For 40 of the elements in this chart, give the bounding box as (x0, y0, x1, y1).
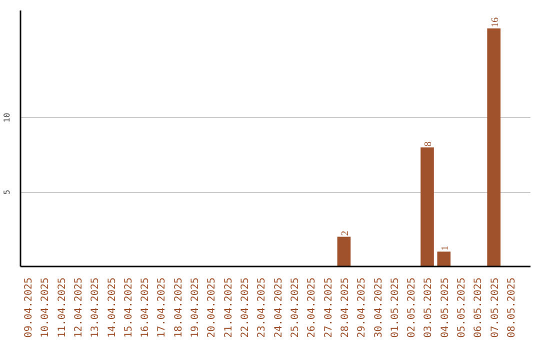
bar (437, 252, 451, 266)
x-tick-label: 01.05.2025 (390, 277, 401, 338)
x-tick-label: 08.05.2025 (506, 277, 518, 338)
x-tick-label: 03.05.2025 (423, 277, 434, 338)
bar (337, 236, 351, 266)
x-tick-label: 13.04.2025 (90, 277, 102, 338)
y-tick-label: 5 (2, 189, 12, 194)
data-label: 8 (423, 141, 434, 146)
x-tick-label: 25.04.2025 (290, 277, 301, 338)
x-tick-label: 18.04.2025 (173, 277, 184, 338)
x-tick-label: 04.05.2025 (440, 277, 451, 338)
x-tick-label: 10.04.2025 (40, 277, 52, 338)
x-tick-label: 15.04.2025 (123, 277, 134, 338)
x-tick-label: 20.04.2025 (206, 277, 218, 338)
x-tick-label: 21.04.2025 (223, 277, 234, 338)
x-tick-label: 29.04.2025 (356, 277, 368, 338)
x-tick-label: 16.04.2025 (140, 277, 152, 338)
x-tick-label: 19.04.2025 (190, 277, 202, 338)
x-tick-label: 09.04.2025 (23, 277, 34, 338)
x-tick-label: 28.04.2025 (340, 277, 351, 338)
x-tick-label: 14.04.2025 (106, 277, 118, 338)
bar (487, 28, 501, 266)
data-label: 16 (490, 17, 501, 28)
x-tick-label: 22.04.2025 (240, 277, 252, 338)
x-tick-label: 07.05.2025 (490, 277, 501, 338)
x-tick-label: 17.04.2025 (156, 277, 168, 338)
y-tick-label: 10 (2, 112, 12, 122)
x-tick-label: 06.05.2025 (473, 277, 484, 338)
x-tick-label: 30.04.2025 (373, 277, 384, 338)
x-tick-label: 05.05.2025 (456, 277, 468, 338)
data-label: 2 (340, 230, 351, 236)
x-tick-label: 24.04.2025 (273, 277, 284, 338)
x-tick-label: 23.04.2025 (256, 277, 268, 338)
x-tick-label: 11.04.2025 (56, 277, 68, 338)
x-tick-label: 26.04.2025 (306, 277, 318, 338)
x-tick-label: 12.04.2025 (73, 277, 84, 338)
data-label: 1 (440, 246, 451, 251)
bar (420, 147, 434, 266)
x-tick-label: 27.04.2025 (323, 277, 334, 338)
x-tick-label: 02.05.2025 (406, 277, 418, 338)
